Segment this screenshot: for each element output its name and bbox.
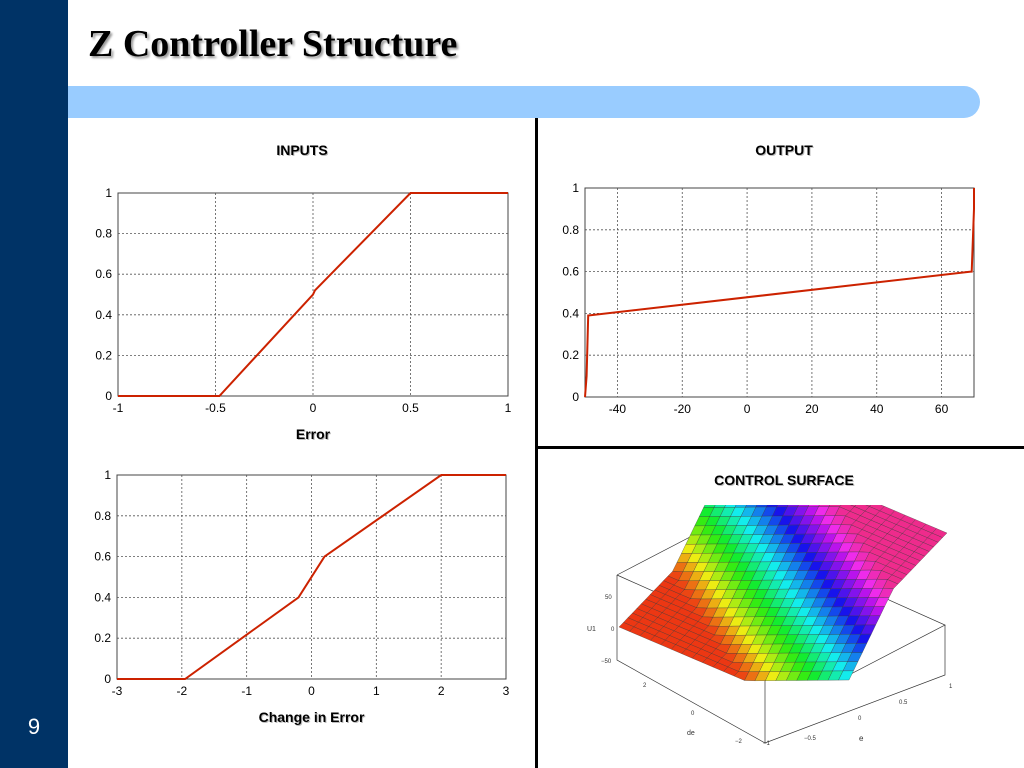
x-tick-label: 3 — [503, 684, 510, 698]
surface-e-tick-4: −1 — [763, 741, 771, 747]
surface-mesh — [616, 505, 948, 744]
surface-e-tick-1: 0.5 — [899, 700, 908, 706]
y-tick-label: 0.2 — [94, 631, 111, 645]
y-tick-label: 0.6 — [562, 265, 579, 279]
x-axis-label: Change in Error — [259, 709, 365, 725]
x-tick-label: 1 — [505, 401, 512, 415]
x-tick-label: 20 — [805, 402, 819, 416]
x-tick-label: -40 — [609, 402, 627, 416]
control-surface-plot: U1 50 0 −50 2 0 −2 de 1 0.5 0 −0.5 −1 e — [587, 505, 953, 747]
x-tick-label: 40 — [870, 402, 884, 416]
y-tick-label: 0.8 — [562, 223, 579, 237]
y-tick-label: 0.4 — [95, 308, 112, 322]
y-tick-label: 0.8 — [94, 509, 111, 523]
surface-zticks-1: 0 — [611, 627, 615, 633]
x-tick-label: 0 — [310, 401, 317, 415]
y-tick-label: 0 — [105, 389, 112, 403]
change-in-error-membership-chart: -3 -2 -1 0 1 2 3 0 0.2 0.4 0.6 0.8 1 Change in Error — [94, 468, 510, 725]
x-tick-label: 0 — [744, 402, 751, 416]
x-tick-label: -1 — [241, 684, 252, 698]
surface-zticks-0: 50 — [605, 595, 612, 601]
vertical-divider — [535, 118, 538, 768]
x-tick-label: -20 — [674, 402, 692, 416]
y-tick-label: 1 — [104, 468, 111, 482]
plot-frame — [584, 187, 975, 398]
x-tick-label: 0.5 — [402, 401, 419, 415]
surface-e-label: e — [859, 734, 864, 743]
horizontal-divider — [538, 446, 1024, 449]
x-tick-label: 1 — [373, 684, 380, 698]
surface-e-tick-3: −0.5 — [804, 736, 817, 742]
y-tick-label: 0.2 — [95, 348, 112, 362]
y-tick-label: 0.4 — [562, 306, 579, 320]
x-tick-label: 2 — [438, 684, 445, 698]
x-tick-label: -3 — [112, 684, 123, 698]
slide-number: 9 — [27, 714, 41, 739]
series-line — [117, 474, 506, 680]
x-tick-label: -1 — [113, 401, 124, 415]
surface-cell — [838, 670, 854, 681]
y-tick-label: 1 — [572, 181, 579, 195]
slide-title: Z Controller Structure — [88, 23, 458, 65]
y-tick-label: 0.2 — [562, 348, 579, 362]
sidebar — [0, 0, 68, 768]
inputs-heading: INPUTS — [276, 142, 328, 158]
series-line — [118, 192, 508, 397]
surface-de-tick-0: 2 — [643, 683, 647, 689]
output-membership-chart: -40 -20 0 20 40 60 0 0.2 0.4 0.6 0.8 1 — [562, 181, 975, 416]
y-tick-label: 0 — [572, 390, 579, 404]
x-axis-label: Error — [296, 426, 331, 442]
y-tick-label: 0.6 — [95, 267, 112, 281]
surface-de-tick-1: 0 — [691, 711, 695, 717]
surface-e-tick-2: 0 — [858, 716, 862, 722]
output-heading: OUTPUT — [755, 142, 813, 158]
x-tick-label: -0.5 — [205, 401, 226, 415]
y-tick-label: 0 — [104, 672, 111, 686]
y-tick-label: 0.8 — [95, 227, 112, 241]
title-underline-bar — [68, 86, 980, 118]
surface-zticks-2: −50 — [601, 659, 612, 665]
y-tick-label: 0.6 — [94, 550, 111, 564]
y-tick-label: 0.4 — [94, 590, 111, 604]
surface-de-tick-2: −2 — [735, 739, 743, 745]
series-line — [584, 188, 975, 398]
x-tick-label: 0 — [308, 684, 315, 698]
x-tick-label: -2 — [176, 684, 187, 698]
x-tick-label: 60 — [935, 402, 949, 416]
control-surface-heading: CONTROL SURFACE — [714, 472, 854, 488]
y-tick-label: 1 — [105, 186, 112, 200]
surface-zlabel: U1 — [587, 626, 596, 633]
surface-e-tick-0: 1 — [949, 684, 953, 690]
surface-de-label: de — [687, 730, 695, 737]
error-membership-chart: -1 -0.5 0 0.5 1 0 0.2 0.4 0.6 0.8 1 Error — [95, 186, 512, 442]
